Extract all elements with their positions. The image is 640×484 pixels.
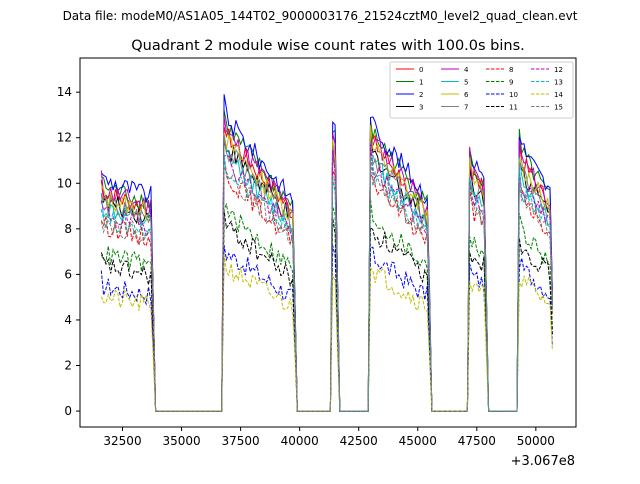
legend-label-4: 4 — [464, 66, 469, 74]
legend-label-3: 3 — [419, 104, 423, 112]
legend-label-10: 10 — [509, 91, 518, 99]
legend-label-11: 11 — [509, 104, 518, 112]
x-tick-label: 47500 — [458, 434, 496, 448]
chart-title: Quadrant 2 module wise count rates with … — [131, 38, 525, 54]
legend-label-7: 7 — [464, 104, 468, 112]
series-line-15 — [100, 155, 553, 412]
x-tick-label: 40000 — [281, 434, 319, 448]
y-tick-label: 14 — [57, 85, 72, 99]
legend-label-12: 12 — [554, 66, 563, 74]
plot-frame — [79, 57, 577, 428]
y-tick-label: 2 — [64, 359, 72, 373]
legend-label-1: 1 — [419, 79, 423, 87]
legend-label-5: 5 — [464, 79, 468, 87]
legend-label-6: 6 — [464, 91, 469, 99]
legend-label-14: 14 — [554, 91, 563, 99]
x-tick-label: 35000 — [162, 434, 200, 448]
legend-label-2: 2 — [419, 91, 423, 99]
y-tick-label: 6 — [64, 267, 72, 281]
y-tick-label: 0 — [64, 404, 72, 418]
x-tick-label: 50000 — [517, 434, 555, 448]
y-tick-label: 10 — [57, 176, 72, 190]
y-tick-label: 8 — [64, 222, 72, 236]
y-tick-label: 4 — [64, 313, 72, 327]
x-tick-label: 37500 — [222, 434, 260, 448]
x-tick-label: 32500 — [103, 434, 141, 448]
legend-label-13: 13 — [554, 79, 563, 87]
series-group — [100, 94, 553, 412]
y-axis: 0 2 4 6 8 10 12 14 — [57, 85, 80, 418]
legend-label-8: 8 — [509, 66, 513, 74]
suptitle: Data file: modeM0/AS1A05_144T02_90000031… — [63, 9, 578, 23]
x-offset-label: +3.067e8 — [511, 454, 575, 469]
legend-label-9: 9 — [509, 79, 513, 87]
legend-box — [389, 61, 574, 119]
x-tick-label: 42500 — [340, 434, 378, 448]
x-tick-label: 45000 — [399, 434, 437, 448]
x-axis: 32500 35000 37500 40000 42500 45000 47500 50000 — [103, 427, 555, 448]
y-tick-label: 12 — [57, 131, 72, 145]
legend-label-0: 0 — [419, 66, 423, 74]
legend-label-15: 15 — [554, 104, 563, 112]
